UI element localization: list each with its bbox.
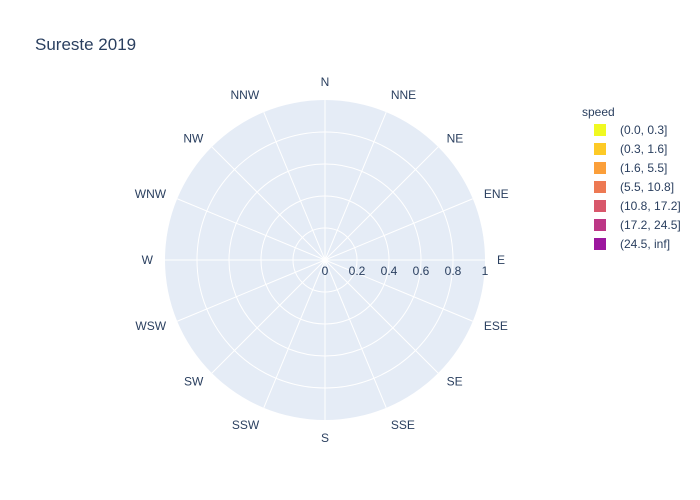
radial-tick-label: 0.6 bbox=[413, 264, 430, 278]
legend-title: speed bbox=[582, 105, 615, 119]
radial-tick-label: 0.4 bbox=[381, 264, 398, 278]
legend-item-label[interactable]: (0.3, 1.6] bbox=[620, 142, 667, 156]
angular-gridline bbox=[324, 198, 474, 261]
direction-label-ssw: SSW bbox=[232, 418, 260, 432]
angular-gridline bbox=[324, 259, 387, 409]
direction-label-wsw: WSW bbox=[135, 319, 166, 333]
direction-label-n: N bbox=[321, 75, 330, 89]
radial-tick-label: 0 bbox=[322, 264, 329, 278]
legend-item-label[interactable]: (5.5, 10.8] bbox=[620, 180, 674, 194]
legend-item-label[interactable]: (1.6, 5.5] bbox=[620, 161, 667, 175]
angular-gridline bbox=[324, 259, 439, 374]
direction-label-sse: SSE bbox=[391, 418, 415, 432]
radial-tick-label: 0.2 bbox=[349, 264, 366, 278]
legend-swatch[interactable] bbox=[594, 143, 606, 155]
angular-gridline bbox=[211, 259, 326, 374]
legend-item-label[interactable]: (10.8, 17.2] bbox=[620, 199, 681, 213]
legend-swatch[interactable] bbox=[594, 124, 606, 136]
chart-title: Sureste 2019 bbox=[35, 35, 136, 54]
angular-gridline bbox=[324, 111, 387, 261]
legend-swatch[interactable] bbox=[594, 238, 606, 250]
legend-swatch[interactable] bbox=[594, 162, 606, 174]
direction-label-ne: NE bbox=[447, 131, 464, 145]
angular-gridline bbox=[324, 146, 439, 261]
direction-label-sw: SW bbox=[184, 375, 204, 389]
legend: speed (0.0, 0.3] (0.3, 1.6] (1.6, 5.5] (5.5… bbox=[582, 105, 681, 251]
angular-gridline bbox=[176, 259, 326, 322]
legend-item-label[interactable]: (0.0, 0.3] bbox=[620, 123, 667, 137]
polar-plot-area: N NNE NE ENE E ESE SE SSE S SSW SW WSW W WNW NW NNW 0 0.2… bbox=[135, 75, 509, 445]
direction-label-nnw: NNW bbox=[231, 88, 260, 102]
direction-label-w: W bbox=[142, 253, 154, 267]
angular-gridline bbox=[324, 259, 474, 322]
radial-tick-label: 1 bbox=[482, 264, 489, 278]
direction-label-s: S bbox=[321, 431, 329, 445]
angular-gridline bbox=[263, 111, 326, 261]
radial-tick-label: 0.8 bbox=[445, 264, 462, 278]
direction-label-e: E bbox=[497, 253, 505, 267]
legend-item-label[interactable]: (24.5, inf] bbox=[620, 237, 670, 251]
direction-label-se: SE bbox=[447, 375, 463, 389]
angular-gridline bbox=[263, 259, 326, 409]
direction-label-nne: NNE bbox=[391, 88, 416, 102]
legend-item-label[interactable]: (17.2, 24.5] bbox=[620, 218, 681, 232]
direction-label-wnw: WNW bbox=[135, 187, 167, 201]
direction-label-nw: NW bbox=[183, 131, 204, 145]
angular-gridline bbox=[176, 198, 326, 261]
legend-swatch[interactable] bbox=[594, 219, 606, 231]
legend-swatch[interactable] bbox=[594, 181, 606, 193]
legend-swatch[interactable] bbox=[594, 200, 606, 212]
direction-label-ene: ENE bbox=[484, 187, 509, 201]
angular-gridline bbox=[211, 146, 326, 261]
direction-label-ese: ESE bbox=[484, 319, 508, 333]
